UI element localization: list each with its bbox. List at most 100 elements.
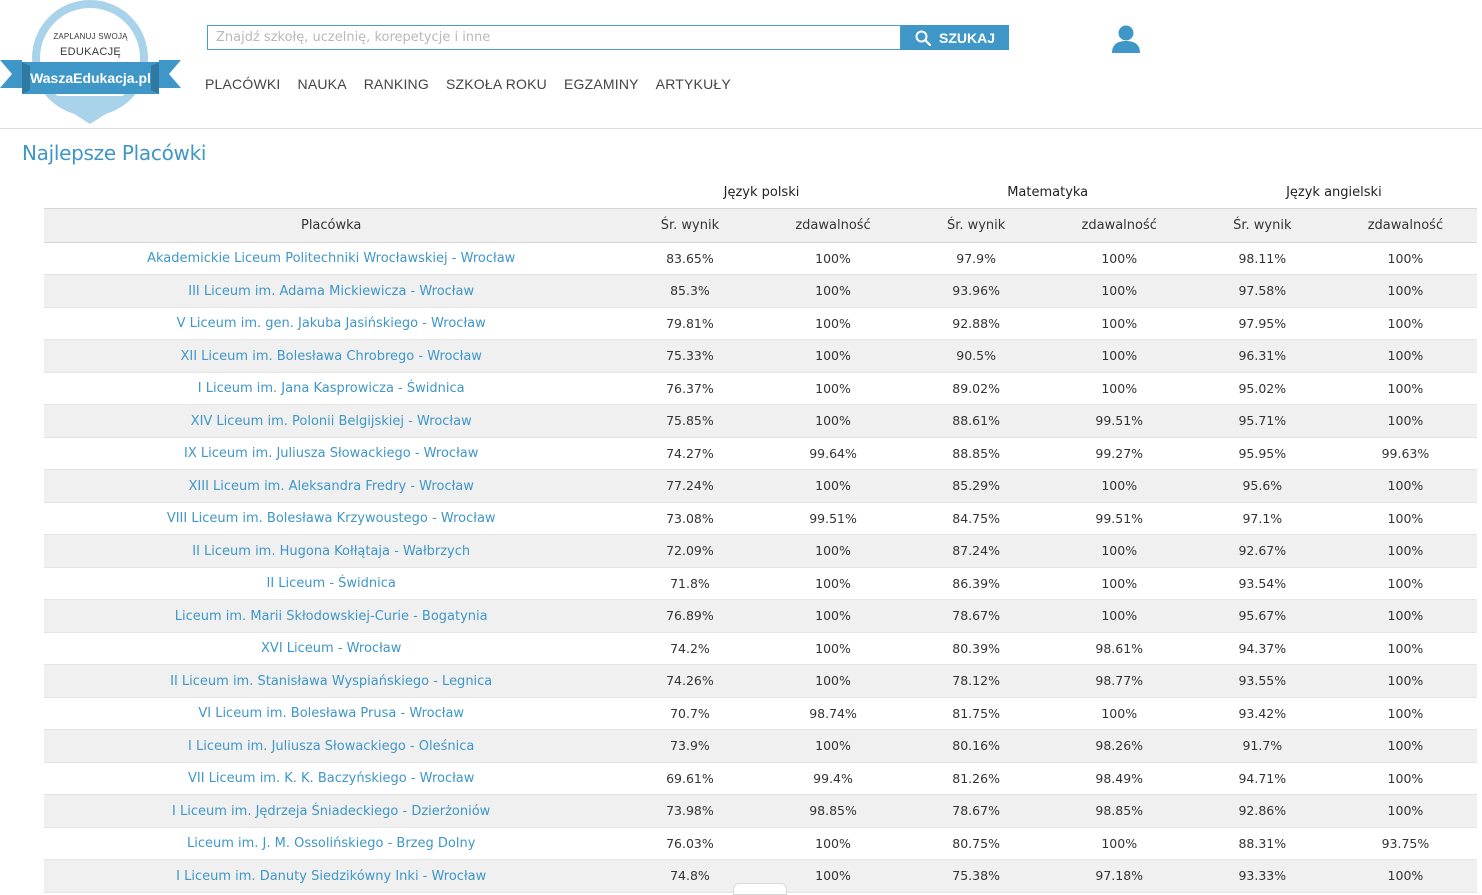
- english-pass-cell: 93.75%: [1333, 827, 1477, 860]
- math-avg-cell: 88.61%: [904, 404, 1048, 438]
- polish-avg-cell: 76.03%: [618, 827, 762, 860]
- table-row: XII Liceum im. Bolesława Chrobrego - Wro…: [44, 339, 1477, 373]
- school-link[interactable]: I Liceum im. Juliusza Słowackiego - Oleś…: [188, 738, 475, 754]
- math-avg-cell: 97.9%: [904, 242, 1048, 275]
- school-cell: I Liceum im. Danuty Siedzikówny Inki - W…: [44, 859, 619, 893]
- user-account-button[interactable]: [1110, 24, 1142, 54]
- math-avg-cell: 81.75%: [904, 697, 1048, 730]
- school-link[interactable]: XIII Liceum im. Aleksandra Fredry - Wroc…: [188, 478, 474, 494]
- school-link[interactable]: Liceum im. Marii Skłodowskiej-Curie - Bo…: [174, 608, 488, 624]
- math-avg-cell: 93.96%: [904, 274, 1048, 308]
- math-pass-cell: 97.18%: [1047, 859, 1191, 893]
- english-pass-cell: 100%: [1333, 242, 1477, 275]
- math-pass-cell: 100%: [1047, 469, 1191, 503]
- math-pass-cell: 100%: [1047, 242, 1191, 275]
- school-link[interactable]: XIV Liceum im. Polonii Belgijskiej - Wro…: [190, 413, 472, 429]
- polish-pass-cell: 100%: [761, 599, 905, 633]
- nav-item-egzaminy[interactable]: EGZAMINY: [563, 76, 639, 92]
- table-row: II Liceum im. Hugona Kołłątaja - Wałbrzy…: [44, 534, 1477, 568]
- column-header-math-avg: Śr. wynik: [904, 207, 1048, 243]
- table-row: I Liceum im. Jędrzeja Śniadeckiego - Dzi…: [44, 794, 1477, 828]
- school-link[interactable]: Akademickie Liceum Politechniki Wrocławs…: [147, 251, 516, 267]
- table-row: VI Liceum im. Bolesława Prusa - Wrocław 7…: [44, 697, 1477, 730]
- school-link[interactable]: XVI Liceum - Wrocław: [261, 641, 402, 657]
- math-avg-cell: 92.88%: [904, 307, 1048, 340]
- nav-item-placowki[interactable]: PLACÓWKI: [205, 76, 281, 92]
- nav-item-artykuly[interactable]: ARTYKUŁY: [655, 76, 731, 92]
- math-avg-cell: 84.75%: [904, 502, 1048, 535]
- polish-pass-cell: 100%: [761, 274, 905, 308]
- school-link[interactable]: VI Liceum im. Bolesława Prusa - Wrocław: [198, 706, 465, 722]
- school-cell: Akademickie Liceum Politechniki Wrocławs…: [44, 242, 619, 275]
- school-link[interactable]: VII Liceum im. K. K. Baczyńskiego - Wroc…: [187, 771, 475, 787]
- math-pass-cell: 98.85%: [1047, 794, 1191, 828]
- school-cell: Liceum im. J. M. Ossolińskiego - Brzeg D…: [44, 827, 619, 860]
- english-avg-cell: 88.31%: [1190, 827, 1334, 860]
- english-avg-cell: 93.55%: [1190, 664, 1334, 698]
- school-link[interactable]: I Liceum im. Jędrzeja Śniadeckiego - Dzi…: [172, 803, 491, 819]
- math-pass-cell: 100%: [1047, 307, 1191, 340]
- logo-brand-name: WaszaEdukacja.pl: [30, 70, 151, 86]
- polish-avg-cell: 73.9%: [618, 729, 762, 763]
- polish-avg-cell: 75.85%: [618, 404, 762, 438]
- school-link[interactable]: VIII Liceum im. Bolesława Krzywoustego -…: [166, 511, 496, 527]
- table-row: XVI Liceum - Wrocław 74.2% 100% 80.39% 98.61…: [44, 632, 1477, 665]
- search-input[interactable]: [207, 25, 901, 50]
- english-avg-cell: 92.67%: [1190, 534, 1334, 568]
- school-cell: VIII Liceum im. Bolesława Krzywoustego -…: [44, 502, 619, 535]
- english-pass-cell: 100%: [1333, 762, 1477, 795]
- math-pass-cell: 100%: [1047, 599, 1191, 633]
- math-pass-cell: 98.77%: [1047, 664, 1191, 698]
- search-button[interactable]: SZUKAJ: [901, 25, 1009, 50]
- school-link[interactable]: XII Liceum im. Bolesława Chrobrego - Wro…: [180, 348, 482, 364]
- school-link[interactable]: II Liceum - Świdnica: [266, 576, 396, 592]
- polish-pass-cell: 100%: [761, 729, 905, 763]
- table-row: II Liceum - Świdnica 71.8% 100% 86.39% 100% 9…: [44, 567, 1477, 600]
- school-link[interactable]: Liceum im. J. M. Ossolińskiego - Brzeg D…: [186, 836, 476, 852]
- site-logo[interactable]: ZAPLANUJ SWOJĄ EDUKACJĘ WaszaEdukacja.pl: [0, 0, 185, 126]
- nav-item-nauka[interactable]: NAUKA: [297, 76, 347, 92]
- school-cell: VII Liceum im. K. K. Baczyńskiego - Wroc…: [44, 762, 619, 795]
- school-cell: V Liceum im. gen. Jakuba Jasińskiego - W…: [44, 307, 619, 340]
- school-link[interactable]: I Liceum im. Jana Kasprowicza - Świdnica: [197, 381, 465, 397]
- scroll-handle[interactable]: [733, 883, 787, 895]
- logo-graphic: [0, 0, 181, 124]
- english-pass-cell: 100%: [1333, 339, 1477, 373]
- english-avg-cell: 91.7%: [1190, 729, 1334, 763]
- math-pass-cell: 98.61%: [1047, 632, 1191, 665]
- table-row: I Liceum im. Jana Kasprowicza - Świdnica…: [44, 372, 1477, 405]
- polish-pass-cell: 98.85%: [761, 794, 905, 828]
- main-nav: PLACÓWKI NAUKA RANKING SZKOŁA ROKU EGZAM…: [205, 76, 748, 92]
- search-bar: SZUKAJ: [207, 25, 1009, 50]
- school-cell: II Liceum im. Hugona Kołłątaja - Wałbrzy…: [44, 534, 619, 568]
- english-avg-cell: 97.1%: [1190, 502, 1334, 535]
- nav-item-szkola-roku[interactable]: SZKOŁA ROKU: [445, 76, 547, 92]
- math-avg-cell: 80.39%: [904, 632, 1048, 665]
- school-link[interactable]: I Liceum im. Danuty Siedzikówny Inki - W…: [176, 868, 487, 884]
- school-link[interactable]: III Liceum im. Adama Mickiewicza - Wrocł…: [188, 283, 475, 299]
- english-avg-cell: 94.37%: [1190, 632, 1334, 665]
- school-link[interactable]: V Liceum im. gen. Jakuba Jasińskiego - W…: [176, 316, 486, 332]
- logo-tagline-mid: EDUKACJĘ: [59, 46, 122, 58]
- english-avg-cell: 95.95%: [1190, 437, 1334, 470]
- table-row: XIII Liceum im. Aleksandra Fredry - Wroc…: [44, 469, 1477, 503]
- school-link[interactable]: II Liceum im. Hugona Kołłątaja - Wałbrzy…: [192, 543, 471, 559]
- math-avg-cell: 80.16%: [904, 729, 1048, 763]
- ranking-table-body: Akademickie Liceum Politechniki Wrocławs…: [44, 242, 1477, 893]
- polish-pass-cell: 99.4%: [761, 762, 905, 795]
- school-link[interactable]: IX Liceum im. Juliusza Słowackiego - Wro…: [184, 446, 479, 462]
- nav-item-ranking[interactable]: RANKING: [363, 76, 429, 92]
- math-pass-cell: 100%: [1047, 697, 1191, 730]
- school-cell: XIV Liceum im. Polonii Belgijskiej - Wro…: [44, 404, 619, 438]
- column-header-row: Placówka Śr. wynik zdawalność Śr. wynik …: [44, 207, 1477, 243]
- math-avg-cell: 88.85%: [904, 437, 1048, 470]
- math-avg-cell: 80.75%: [904, 827, 1048, 860]
- school-link[interactable]: II Liceum im. Stanisława Wyspiańskiego -…: [170, 673, 493, 689]
- math-avg-cell: 86.39%: [904, 567, 1048, 600]
- polish-pass-cell: 100%: [761, 664, 905, 698]
- school-cell: XVI Liceum - Wrocław: [44, 632, 619, 665]
- math-pass-cell: 99.27%: [1047, 437, 1191, 470]
- group-header-polish: Język polski: [618, 178, 905, 208]
- polish-pass-cell: 100%: [761, 372, 905, 405]
- school-cell: III Liceum im. Adama Mickiewicza - Wrocł…: [44, 274, 619, 308]
